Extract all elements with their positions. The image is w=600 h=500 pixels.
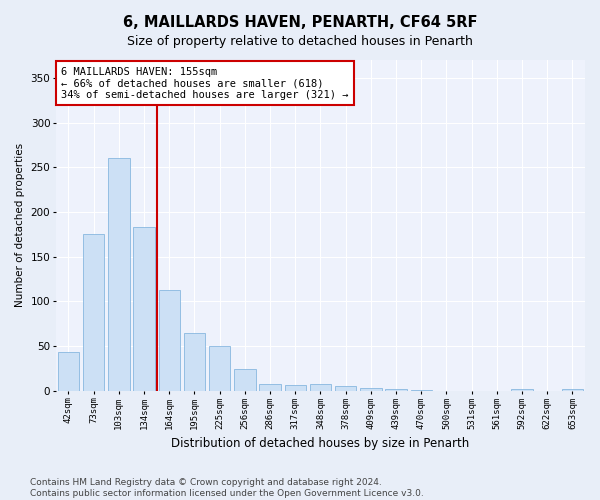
Bar	[133, 227, 155, 391]
Bar	[184, 332, 205, 391]
Bar	[335, 386, 356, 391]
Bar	[58, 352, 79, 391]
Bar	[259, 384, 281, 391]
Text: 6, MAILLARDS HAVEN, PENARTH, CF64 5RF: 6, MAILLARDS HAVEN, PENARTH, CF64 5RF	[123, 15, 477, 30]
X-axis label: Distribution of detached houses by size in Penarth: Distribution of detached houses by size …	[172, 437, 470, 450]
Bar	[360, 388, 382, 391]
Bar	[385, 389, 407, 391]
Text: 6 MAILLARDS HAVEN: 155sqm
← 66% of detached houses are smaller (618)
34% of semi: 6 MAILLARDS HAVEN: 155sqm ← 66% of detac…	[61, 66, 349, 100]
Y-axis label: Number of detached properties: Number of detached properties	[15, 144, 25, 308]
Bar	[158, 290, 180, 391]
Bar	[209, 346, 230, 391]
Bar	[284, 386, 306, 391]
Text: Size of property relative to detached houses in Penarth: Size of property relative to detached ho…	[127, 35, 473, 48]
Bar	[410, 390, 432, 391]
Bar	[83, 234, 104, 391]
Bar	[234, 368, 256, 391]
Bar	[310, 384, 331, 391]
Bar	[511, 389, 533, 391]
Bar	[108, 158, 130, 391]
Text: Contains HM Land Registry data © Crown copyright and database right 2024.
Contai: Contains HM Land Registry data © Crown c…	[30, 478, 424, 498]
Bar	[562, 389, 583, 391]
